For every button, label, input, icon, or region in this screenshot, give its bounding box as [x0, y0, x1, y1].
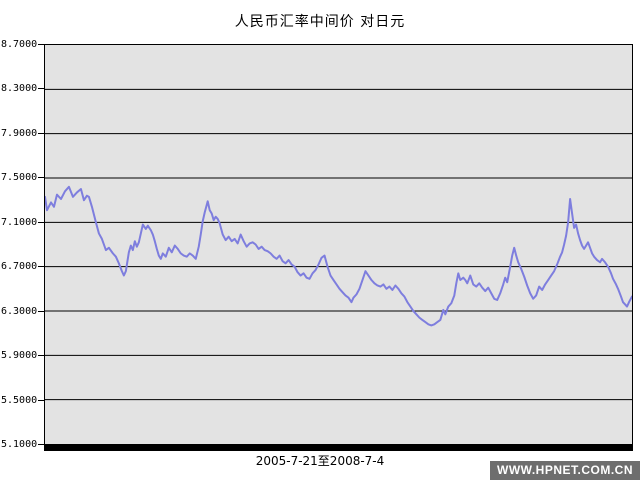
y-tick-mark	[38, 266, 44, 268]
line-chart-svg	[45, 88, 632, 401]
price-line	[45, 185, 632, 327]
plot-area	[44, 44, 633, 445]
y-tick-label: 7.5000	[1, 172, 38, 184]
y-tick-mark	[38, 132, 44, 134]
y-tick-mark	[38, 88, 44, 90]
y-tick-label: 7.1000	[1, 216, 38, 228]
y-tick-mark	[38, 310, 44, 312]
y-tick-mark	[38, 355, 44, 357]
watermark: WWW.HPNET.COM.CN	[490, 461, 640, 480]
y-tick-mark	[38, 44, 44, 45]
y-tick-label: 8.7000	[1, 39, 38, 50]
y-tick-label: 5.5000	[1, 394, 38, 406]
y-tick-mark	[38, 177, 44, 179]
y-tick-label: 8.3000	[1, 83, 38, 95]
y-tick-mark	[38, 399, 44, 401]
x-axis-line	[44, 444, 633, 451]
y-tick-label: 7.9000	[1, 127, 38, 139]
y-tick-label: 6.7000	[1, 261, 38, 273]
x-axis-label: 2005-7-21至2008-7-4	[255, 454, 385, 468]
y-tick-label: 5.9000	[1, 350, 38, 362]
chart-title: 人民币汇率中间价 对日元	[234, 14, 406, 30]
y-tick-label: 5.1000	[1, 439, 38, 450]
y-tick-label: 6.3000	[1, 305, 38, 317]
y-tick-mark	[38, 444, 44, 445]
y-tick-mark	[38, 221, 44, 223]
